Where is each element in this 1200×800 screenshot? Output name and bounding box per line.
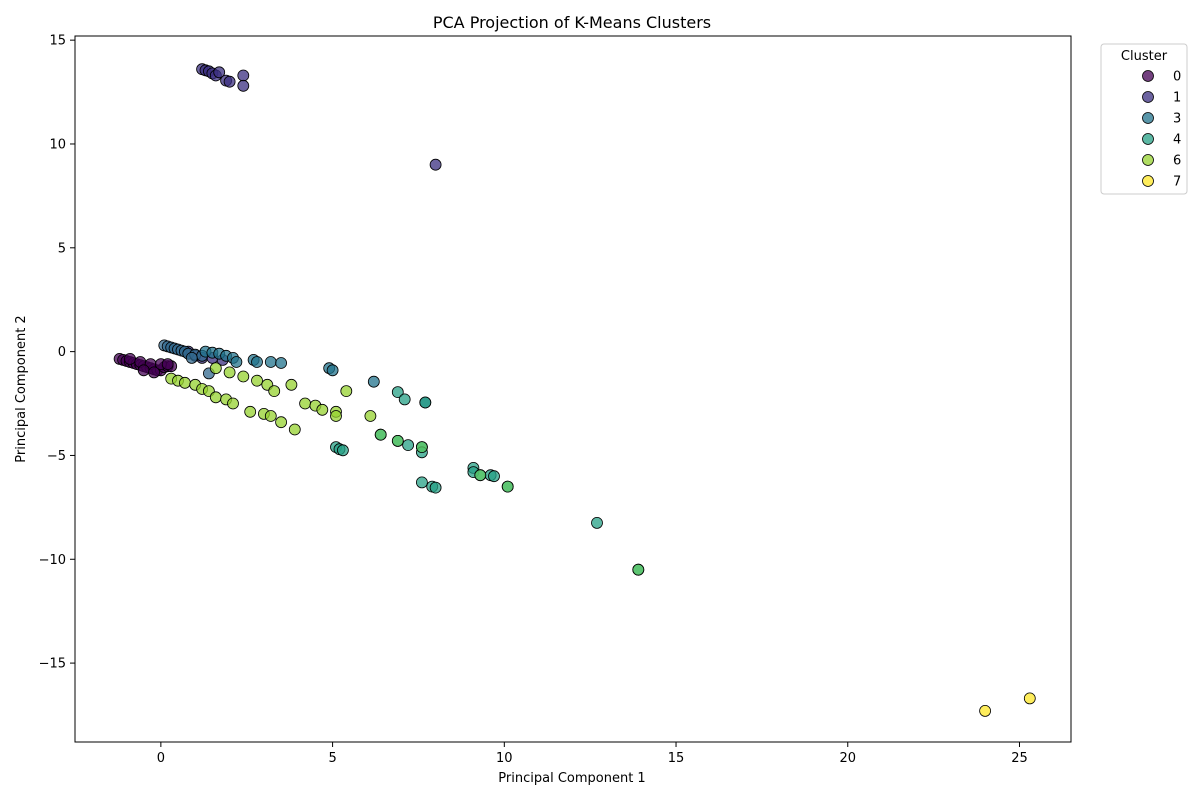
point-cluster-6 bbox=[285, 378, 298, 391]
legend-title: Cluster bbox=[1121, 49, 1168, 64]
point-cluster-4 bbox=[488, 470, 500, 483]
legend-marker-1 bbox=[1142, 91, 1154, 103]
point-cluster-4 bbox=[591, 517, 603, 529]
y-axis-label: Principal Component 2 bbox=[14, 315, 29, 462]
point-cluster-6 bbox=[316, 403, 329, 416]
point-cluster-3 bbox=[230, 356, 243, 368]
x-tick-label: 5 bbox=[328, 751, 336, 766]
legend-label-4: 4 bbox=[1173, 133, 1181, 148]
point-cluster-6 bbox=[209, 391, 222, 404]
point-cluster-0 bbox=[137, 364, 150, 377]
y-tick-label: −15 bbox=[39, 657, 66, 672]
y-tick-label: 15 bbox=[49, 34, 66, 49]
chart-title: PCA Projection of K-Means Clusters bbox=[433, 13, 711, 32]
legend-marker-7 bbox=[1142, 175, 1154, 187]
point-cluster-6 bbox=[237, 370, 250, 383]
legend-marker-3 bbox=[1142, 112, 1154, 124]
point-cluster-6 bbox=[340, 385, 353, 398]
y-tick-label: −5 bbox=[47, 449, 66, 464]
point-cluster-5 bbox=[374, 428, 387, 441]
scatter-points bbox=[113, 63, 1036, 717]
legend-marker-4 bbox=[1142, 133, 1154, 145]
legend-label-0: 0 bbox=[1173, 70, 1181, 85]
point-cluster-6 bbox=[364, 410, 377, 422]
x-tick-label: 0 bbox=[157, 751, 165, 766]
x-tick-label: 25 bbox=[1011, 751, 1028, 766]
point-cluster-1 bbox=[429, 158, 442, 171]
point-cluster-5 bbox=[632, 563, 645, 576]
point-cluster-4 bbox=[336, 444, 349, 457]
legend-marker-6 bbox=[1142, 154, 1154, 166]
point-cluster-6 bbox=[264, 410, 277, 422]
y-tick-label: 0 bbox=[58, 345, 66, 360]
x-tick-label: 20 bbox=[839, 751, 856, 766]
point-cluster-4 bbox=[402, 439, 415, 452]
point-cluster-6 bbox=[268, 385, 281, 398]
x-tick-label: 10 bbox=[496, 751, 513, 766]
legend-label-6: 6 bbox=[1173, 154, 1181, 169]
plot-area-frame bbox=[74, 35, 1072, 743]
point-cluster-1 bbox=[213, 66, 226, 79]
legend-label-7: 7 bbox=[1173, 175, 1181, 190]
point-cluster-5 bbox=[474, 469, 487, 482]
y-tick-label: 10 bbox=[49, 137, 66, 152]
point-cluster-1 bbox=[237, 79, 250, 92]
point-cluster-3 bbox=[367, 375, 380, 388]
x-axis-label: Principal Component 1 bbox=[498, 771, 645, 786]
point-cluster-7 bbox=[979, 705, 991, 717]
x-tick-label: 15 bbox=[668, 751, 685, 766]
point-cluster-0 bbox=[124, 352, 136, 365]
point-cluster-6 bbox=[178, 376, 191, 389]
legend-label-1: 1 bbox=[1173, 91, 1181, 106]
point-cluster-7 bbox=[1023, 692, 1036, 705]
point-cluster-6 bbox=[299, 397, 312, 410]
point-cluster-4 bbox=[398, 393, 411, 406]
point-cluster-6 bbox=[275, 416, 288, 429]
point-cluster-4 bbox=[415, 476, 428, 489]
point-cluster-5 bbox=[415, 441, 428, 454]
point-cluster-2 bbox=[185, 351, 198, 364]
point-cluster-4 bbox=[419, 396, 432, 409]
point-cluster-6 bbox=[288, 423, 301, 436]
point-cluster-3 bbox=[275, 357, 288, 369]
point-cluster-4 bbox=[429, 481, 442, 494]
point-cluster-5 bbox=[391, 434, 404, 447]
point-cluster-1 bbox=[237, 69, 250, 82]
point-cluster-5 bbox=[501, 480, 514, 493]
point-cluster-6 bbox=[244, 405, 257, 418]
point-cluster-6 bbox=[227, 397, 239, 410]
legend-label-3: 3 bbox=[1173, 112, 1181, 127]
legend-marker-0 bbox=[1142, 70, 1154, 82]
y-tick-label: −10 bbox=[39, 553, 66, 568]
y-axis-ticks: 15 10 5 0 −5 −10 −15 bbox=[39, 34, 75, 672]
point-cluster-0 bbox=[161, 358, 174, 371]
point-cluster-6 bbox=[209, 362, 222, 375]
point-cluster-6 bbox=[251, 374, 263, 387]
point-cluster-3 bbox=[251, 356, 263, 368]
point-cluster-3 bbox=[264, 356, 277, 368]
point-cluster-4 bbox=[391, 386, 404, 399]
legend: Cluster 0 1 3 4 6 7 bbox=[1100, 43, 1188, 195]
point-cluster-3 bbox=[326, 364, 339, 377]
x-axis-ticks: 0 5 10 15 20 25 bbox=[157, 742, 1028, 766]
point-cluster-6 bbox=[223, 366, 236, 379]
point-cluster-1 bbox=[223, 75, 236, 88]
point-cluster-0 bbox=[148, 366, 160, 379]
point-cluster-6 bbox=[330, 410, 342, 422]
y-tick-label: 5 bbox=[58, 241, 66, 256]
